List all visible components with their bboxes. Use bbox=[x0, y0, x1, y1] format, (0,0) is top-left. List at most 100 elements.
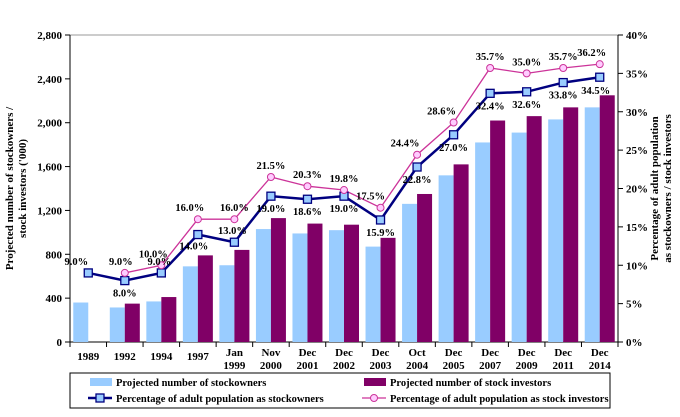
stock-investors-percentage-label: 10.0% bbox=[139, 249, 168, 260]
bar-stockowners bbox=[475, 142, 491, 342]
right-tick-label: 40% bbox=[626, 30, 648, 42]
category-label: 2014 bbox=[589, 360, 612, 372]
stock-investors-percentage-label: 17.5% bbox=[356, 192, 385, 203]
stockowners-point-marker bbox=[83, 268, 93, 278]
stock-investors-point-marker bbox=[595, 60, 604, 69]
right-tick-label: 0% bbox=[626, 337, 643, 349]
stockowners-percentage-label: 19.0% bbox=[330, 204, 359, 215]
category-label: Dec bbox=[518, 347, 536, 359]
stockowners-percentage-label: 14.0% bbox=[179, 242, 208, 253]
stockowners-point-marker bbox=[558, 77, 568, 88]
stockowners-point-marker bbox=[595, 72, 605, 82]
right-axis-title: as stockowners / stock investors bbox=[662, 114, 674, 263]
stock-investors-point-marker bbox=[193, 215, 202, 224]
bar-stock-investors bbox=[307, 223, 323, 342]
bar-stock-investors bbox=[344, 224, 359, 342]
stockowners-point-marker bbox=[448, 130, 459, 140]
legend-label-stock-investors-bar: Projected number of stock investors bbox=[390, 378, 551, 389]
stockowners-percentage-label: 34.5% bbox=[581, 86, 610, 97]
stockowners-percentage-label: 27.0% bbox=[439, 143, 468, 154]
right-tick-label: 5% bbox=[626, 299, 643, 311]
left-axis-title: stock investors ('000) bbox=[17, 139, 29, 238]
stock-investors-point-marker bbox=[413, 150, 422, 159]
right-tick-label: 15% bbox=[626, 222, 648, 234]
bars bbox=[73, 95, 615, 343]
category-label: Nov bbox=[261, 347, 280, 359]
stock-investors-percentage-label: 16.0% bbox=[220, 203, 249, 214]
stock-investors-point-marker bbox=[157, 261, 166, 270]
legend-box bbox=[69, 372, 611, 409]
stockowners-percentage-label: 9.0% bbox=[64, 257, 88, 268]
right-tick-label: 25% bbox=[626, 145, 648, 157]
stock-investors-percentage-label: 21.5% bbox=[256, 161, 285, 172]
stockowners-percentage-label: 18.6% bbox=[293, 207, 322, 218]
stock-investors-percentage-label: 24.4% bbox=[391, 139, 420, 150]
bar-stockowners bbox=[109, 307, 125, 342]
category-label: Dec bbox=[299, 347, 317, 359]
bar-stock-investors bbox=[161, 297, 177, 342]
stock-investors-percentage-line bbox=[124, 63, 600, 274]
category-label: 1989 bbox=[77, 351, 100, 363]
stockowners-percentage-label: 22.8% bbox=[403, 175, 432, 186]
category-label: 2011 bbox=[552, 360, 573, 372]
bar-stockowners bbox=[511, 132, 527, 342]
stockowners-point-marker bbox=[522, 87, 532, 97]
stock-investors-point-marker bbox=[120, 268, 129, 277]
category-label: Dec bbox=[445, 347, 463, 359]
category-label: 1994 bbox=[150, 351, 173, 363]
stockowners-percentage-label: 32.6% bbox=[512, 100, 541, 111]
bar-stock-investors bbox=[234, 249, 250, 342]
stockowners-percentage-label: 13.0% bbox=[218, 226, 247, 237]
stockowners-point-marker bbox=[412, 162, 422, 172]
legend-swatch-stockowners-bar bbox=[90, 378, 112, 386]
bar-stockowners bbox=[329, 230, 344, 342]
category-label: Dec bbox=[481, 347, 499, 359]
stockowners-point-marker bbox=[193, 229, 203, 240]
bar-stock-investors bbox=[563, 107, 579, 342]
stockowners-percentage-label: 33.8% bbox=[549, 91, 578, 102]
stockowners-point-marker bbox=[485, 88, 495, 98]
legend-label-stockowners-bar: Projected number of stockowners bbox=[116, 378, 266, 389]
category-label: 2002 bbox=[333, 360, 356, 372]
stockowners-percentage-label: 19.0% bbox=[256, 204, 285, 215]
legend-label-stockowners-line: Percentage of adult population as stocko… bbox=[116, 394, 324, 405]
bar-stockowners bbox=[402, 203, 418, 342]
stock-investors-percentage-label: 36.2% bbox=[577, 48, 606, 59]
category-label: 2004 bbox=[406, 360, 429, 372]
stock-investors-percentage-label: 20.3% bbox=[293, 170, 322, 181]
bar-stockowners bbox=[146, 301, 162, 342]
right-axis-title: Percentage of adult population bbox=[649, 116, 661, 260]
left-tick-label: 400 bbox=[46, 293, 63, 305]
stock-investors-point-marker bbox=[559, 64, 568, 73]
stock-investors-percentage-label: 35.0% bbox=[512, 57, 541, 68]
category-label: 2000 bbox=[260, 360, 283, 372]
category-label: 2001 bbox=[296, 360, 318, 372]
legend-swatch-stock-investors-marker bbox=[370, 394, 378, 402]
bar-stock-investors bbox=[270, 218, 286, 342]
legend-swatch-stockowners-marker bbox=[95, 393, 105, 403]
category-label: 2009 bbox=[516, 360, 539, 372]
bar-stockowners bbox=[73, 302, 89, 342]
legend-swatch-stock-investors-bar bbox=[364, 378, 386, 386]
stockowners-percentage-label: 32.4% bbox=[476, 101, 505, 112]
category-label: 1999 bbox=[223, 360, 246, 372]
stockowners-point-marker bbox=[156, 268, 166, 278]
stockowners-point-marker bbox=[229, 237, 240, 247]
right-axis-ticks: 0% 5% 10% 15% 20% 25% 30% 35% 40% bbox=[618, 30, 648, 349]
stock-investors-percentage-label: 19.8% bbox=[330, 174, 359, 185]
stockowners-percentage-label: 15.9% bbox=[366, 228, 395, 239]
stock-investors-percentage-label: 35.7% bbox=[549, 52, 578, 63]
stock-investors-percentage-label: 9.0% bbox=[109, 257, 133, 268]
bar-stock-investors bbox=[380, 237, 396, 342]
bar-stock-investors bbox=[197, 255, 213, 342]
category-label: Jan bbox=[226, 347, 243, 359]
left-tick-label: 1,600 bbox=[37, 162, 62, 174]
bar-stock-investors bbox=[526, 116, 542, 342]
left-tick-label: 2,800 bbox=[37, 30, 62, 42]
left-tick-label: 800 bbox=[46, 249, 63, 261]
left-tick-label: 2,400 bbox=[37, 74, 62, 86]
right-tick-label: 35% bbox=[626, 68, 648, 80]
stock-investors-point-marker bbox=[486, 64, 495, 73]
bar-stockowners bbox=[255, 229, 271, 342]
